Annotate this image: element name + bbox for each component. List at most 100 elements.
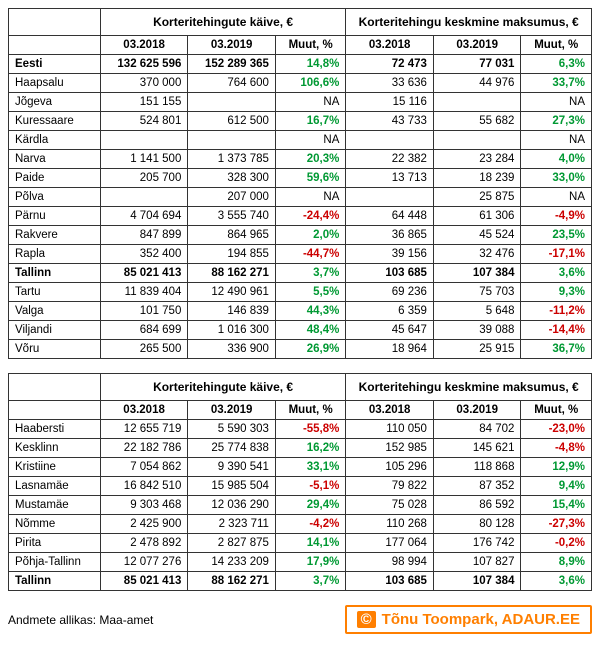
cell-value [433, 131, 521, 150]
row-label: Tallinn [9, 572, 101, 591]
cell-change: 14,1% [275, 534, 345, 553]
header-group2: Korteritehingu keskmine maksumus, € [346, 9, 592, 36]
cell-value: 23 284 [433, 150, 521, 169]
cell-value [188, 93, 276, 112]
cell-value: 88 162 271 [188, 264, 276, 283]
cell-value: 194 855 [188, 245, 276, 264]
header-c6: Muut, % [521, 401, 592, 420]
table-row: Rakvere847 899864 9652,0%36 86545 52423,… [9, 226, 592, 245]
cell-change: 33,0% [521, 169, 592, 188]
cell-value [100, 188, 188, 207]
cell-change: -4,2% [275, 515, 345, 534]
cell-change: 3,6% [521, 264, 592, 283]
table-row: Tallinn85 021 41388 162 2713,7%103 68510… [9, 572, 592, 591]
row-label: Nõmme [9, 515, 101, 534]
header-empty2 [9, 36, 101, 55]
cell-change: 48,4% [275, 321, 345, 340]
cell-value: 612 500 [188, 112, 276, 131]
cell-change: -4,8% [521, 439, 592, 458]
cell-change: 12,9% [521, 458, 592, 477]
cell-value: 4 704 694 [100, 207, 188, 226]
cell-change: -27,3% [521, 515, 592, 534]
cell-value: 7 054 862 [100, 458, 188, 477]
cell-value: 25 774 838 [188, 439, 276, 458]
cell-value: 25 875 [433, 188, 521, 207]
cell-value: 85 021 413 [100, 264, 188, 283]
cell-value: 524 801 [100, 112, 188, 131]
table-row: Tartu11 839 40412 490 9615,5%69 23675 70… [9, 283, 592, 302]
cell-change: NA [275, 131, 345, 150]
row-label: Rapla [9, 245, 101, 264]
cell-value: 16 842 510 [100, 477, 188, 496]
table-row: Põlva207 000NA25 875NA [9, 188, 592, 207]
cell-change: 106,6% [275, 74, 345, 93]
header-c5: 03.2019 [433, 401, 521, 420]
cell-value: 684 699 [100, 321, 188, 340]
cell-change: 5,5% [275, 283, 345, 302]
cell-value: 5 590 303 [188, 420, 276, 439]
table-row: Pirita2 478 8922 827 87514,1%177 064176 … [9, 534, 592, 553]
row-label: Kärdla [9, 131, 101, 150]
cell-change: 4,0% [521, 150, 592, 169]
row-label: Jõgeva [9, 93, 101, 112]
cell-value: 15 116 [346, 93, 434, 112]
cell-change: NA [275, 93, 345, 112]
cell-change: 3,7% [275, 264, 345, 283]
cell-change: NA [521, 131, 592, 150]
cell-value: 12 655 719 [100, 420, 188, 439]
table-row: Võru265 500336 90026,9%18 96425 91536,7% [9, 340, 592, 359]
cell-change: -11,2% [521, 302, 592, 321]
cell-value: 152 289 365 [188, 55, 276, 74]
cell-value: 69 236 [346, 283, 434, 302]
cell-change: 2,0% [275, 226, 345, 245]
table-row: Kristiine7 054 8629 390 54133,1%105 2961… [9, 458, 592, 477]
cell-value: 105 296 [346, 458, 434, 477]
cell-value: 110 050 [346, 420, 434, 439]
table-row: Kärdla NA NA [9, 131, 592, 150]
cell-value: 11 839 404 [100, 283, 188, 302]
cell-value: 2 323 711 [188, 515, 276, 534]
table-row: Haapsalu370 000764 600106,6%33 63644 976… [9, 74, 592, 93]
cell-value: 25 915 [433, 340, 521, 359]
table-row: Jõgeva151 155NA15 116NA [9, 93, 592, 112]
footer: Andmete allikas: Maa-amet ©Tõnu Toompark… [8, 605, 592, 634]
cell-value: 101 750 [100, 302, 188, 321]
cell-value: 864 965 [188, 226, 276, 245]
cell-value: 6 359 [346, 302, 434, 321]
cell-change: 36,7% [521, 340, 592, 359]
cell-change: NA [521, 188, 592, 207]
cell-value: 88 162 271 [188, 572, 276, 591]
cell-change: 3,7% [275, 572, 345, 591]
cell-value: 22 182 786 [100, 439, 188, 458]
cell-value: 118 868 [433, 458, 521, 477]
table-row: Eesti132 625 596152 289 36514,8%72 47377… [9, 55, 592, 74]
cell-value: 77 031 [433, 55, 521, 74]
cell-change: -24,4% [275, 207, 345, 226]
row-label: Haapsalu [9, 74, 101, 93]
header-c6: Muut, % [521, 36, 592, 55]
cell-change: 20,3% [275, 150, 345, 169]
cell-value: 265 500 [100, 340, 188, 359]
cell-value: 3 555 740 [188, 207, 276, 226]
cell-value: 84 702 [433, 420, 521, 439]
cell-value: 75 028 [346, 496, 434, 515]
cell-value: 176 742 [433, 534, 521, 553]
cell-value: 1 373 785 [188, 150, 276, 169]
table-row: Kuressaare524 801612 50016,7%43 73355 68… [9, 112, 592, 131]
cell-value: 98 994 [346, 553, 434, 572]
cell-value: 18 239 [433, 169, 521, 188]
cell-value: 132 625 596 [100, 55, 188, 74]
cell-change: 33,1% [275, 458, 345, 477]
header-c2: 03.2019 [188, 36, 276, 55]
header-c4: 03.2018 [346, 36, 434, 55]
cell-change: 9,3% [521, 283, 592, 302]
cell-value: 72 473 [346, 55, 434, 74]
header-c4: 03.2018 [346, 401, 434, 420]
table-row: Paide205 700328 30059,6%13 71318 23933,0… [9, 169, 592, 188]
cell-value: 9 390 541 [188, 458, 276, 477]
cell-change: -44,7% [275, 245, 345, 264]
cell-change: -17,1% [521, 245, 592, 264]
cell-value: 764 600 [188, 74, 276, 93]
cell-change: NA [275, 188, 345, 207]
row-label: Kristiine [9, 458, 101, 477]
